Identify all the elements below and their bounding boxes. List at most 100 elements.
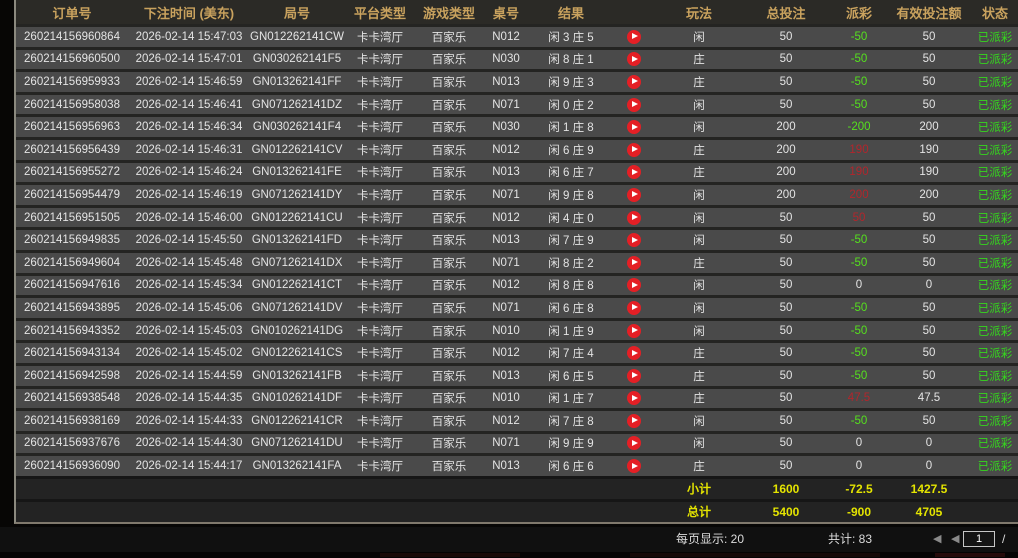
cell-status: 已派彩 (970, 249, 1018, 275)
cell-payout: -50 (830, 69, 888, 94)
first-page-button[interactable]: ◀ (933, 533, 942, 545)
replay-play-button[interactable] (627, 459, 641, 474)
cell-result: 闲 7 庄 9 (530, 227, 612, 252)
cell-total-bet: 50 (742, 295, 830, 320)
cell-replay (612, 249, 656, 275)
cell-round-number: GN030262141F5 (250, 46, 344, 71)
cell-platform-type: 卡卡湾厅 (344, 408, 416, 433)
replay-play-button[interactable] (627, 436, 641, 451)
cell-result: 闲 6 庄 7 (530, 159, 612, 184)
cell-table-number: N071 (482, 430, 530, 455)
cell-status: 已派彩 (970, 317, 1018, 342)
cell-game-type: 百家乐 (416, 340, 482, 365)
cell-valid-bet: 50 (888, 362, 970, 387)
cell-play-method: 庄 (656, 362, 742, 387)
cell-play-method: 闲 (656, 182, 742, 207)
cell-table-number: N012 (482, 136, 530, 162)
cell-round-number: GN030262141F4 (250, 114, 344, 139)
replay-play-button[interactable] (627, 187, 641, 202)
cell-platform-type: 卡卡湾厅 (344, 136, 416, 162)
replay-play-button[interactable] (627, 142, 641, 157)
replay-play-button[interactable] (627, 210, 641, 225)
cell-order-number: 260214156949604 (16, 249, 128, 275)
play-icon (632, 123, 638, 130)
cell-table-number: N010 (482, 385, 530, 410)
cell-total-bet: 50 (742, 385, 830, 410)
cell-order-number: 260214156954479 (16, 182, 128, 207)
cell-replay (612, 46, 656, 71)
bet-records-panel: 订单号 下注时间 (美东) 局号 平台类型 游戏类型 桌号 结果 玩法 总投注 … (14, 0, 1018, 524)
play-icon (632, 259, 638, 266)
cell-play-method: 庄 (656, 385, 742, 410)
cell-platform-type: 卡卡湾厅 (344, 91, 416, 116)
cell-platform-type: 卡卡湾厅 (344, 69, 416, 94)
cell-round-number: GN013262141FF (250, 69, 344, 94)
cell-bet-time: 2026-02-14 15:46:00 (128, 204, 250, 229)
cell-result: 闲 6 庄 9 (530, 136, 612, 162)
cell-play-method: 庄 (656, 453, 742, 478)
cell-bet-time: 2026-02-14 15:46:31 (128, 136, 250, 162)
cell-result: 闲 8 庄 1 (530, 46, 612, 71)
cell-total-bet: 200 (742, 114, 830, 139)
replay-play-button[interactable] (627, 74, 641, 89)
table-row: 260214156943895 2026-02-14 15:45:06 GN07… (16, 295, 1018, 320)
cell-order-number: 260214156943134 (16, 340, 128, 365)
cell-platform-type: 卡卡湾厅 (344, 114, 416, 139)
cell-bet-time: 2026-02-14 15:44:33 (128, 408, 250, 433)
cell-order-number: 260214156937676 (16, 430, 128, 455)
replay-play-button[interactable] (627, 346, 641, 361)
play-icon (632, 236, 638, 243)
cell-result: 闲 6 庄 5 (530, 362, 612, 387)
col-status: 状态 (970, 0, 1018, 26)
prev-page-button[interactable]: ◀ (951, 533, 960, 545)
subtotal-valid-bet: 1427.5 (888, 475, 970, 501)
cell-order-number: 260214156947616 (16, 272, 128, 297)
replay-play-button[interactable] (627, 29, 641, 44)
replay-play-button[interactable] (627, 233, 641, 248)
replay-play-button[interactable] (627, 323, 641, 338)
replay-play-button[interactable] (627, 413, 641, 428)
cell-total-bet: 50 (742, 227, 830, 252)
replay-play-button[interactable] (627, 165, 641, 180)
replay-play-button[interactable] (627, 255, 641, 270)
grand-total-label: 总计 (656, 498, 742, 522)
cell-play-method: 闲 (656, 430, 742, 455)
cell-status: 已派彩 (970, 453, 1018, 478)
table-body: 260214156960864 2026-02-14 15:47:03 GN01… (16, 24, 1018, 478)
cell-round-number: GN012262141CW (250, 24, 344, 49)
cell-status: 已派彩 (970, 46, 1018, 71)
pagination-bar: 每页显示: 20 共计: 83 ◀ ◀ / (0, 527, 1018, 552)
cell-platform-type: 卡卡湾厅 (344, 204, 416, 229)
replay-play-button[interactable] (627, 120, 641, 135)
replay-play-button[interactable] (627, 391, 641, 406)
cell-payout: 0 (830, 272, 888, 297)
cell-table-number: N012 (482, 204, 530, 229)
replay-play-button[interactable] (627, 300, 641, 315)
replay-play-button[interactable] (627, 278, 641, 293)
cell-total-bet: 50 (742, 91, 830, 116)
cell-round-number: GN012262141CS (250, 340, 344, 365)
cell-round-number: GN013262141FB (250, 362, 344, 387)
cell-table-number: N013 (482, 362, 530, 387)
replay-play-button[interactable] (627, 97, 641, 112)
cell-replay (612, 227, 656, 252)
cell-game-type: 百家乐 (416, 295, 482, 320)
cell-bet-time: 2026-02-14 15:47:03 (128, 24, 250, 49)
cell-order-number: 260214156960864 (16, 24, 128, 49)
background-strip (0, 552, 1018, 558)
replay-play-button[interactable] (627, 368, 641, 383)
play-icon (632, 101, 638, 108)
page-number-input[interactable] (963, 531, 995, 547)
cell-table-number: N010 (482, 317, 530, 342)
play-icon (632, 33, 638, 40)
cell-play-method: 闲 (656, 91, 742, 116)
cell-valid-bet: 50 (888, 317, 970, 342)
cell-table-number: N030 (482, 46, 530, 71)
cell-table-number: N030 (482, 114, 530, 139)
cell-game-type: 百家乐 (416, 114, 482, 139)
per-page-label: 每页显示: 20 (676, 532, 745, 546)
cell-status: 已派彩 (970, 91, 1018, 116)
grand-total-total-bet: 5400 (742, 498, 830, 522)
replay-play-button[interactable] (627, 52, 641, 67)
cell-table-number: N071 (482, 91, 530, 116)
